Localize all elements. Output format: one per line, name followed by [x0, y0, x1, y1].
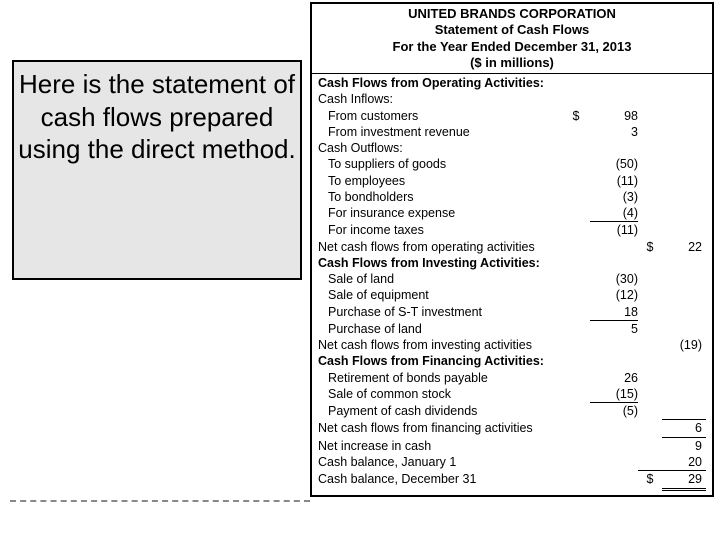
line-label: Purchase of S-T investment [318, 304, 562, 320]
line-value: (11) [590, 173, 638, 189]
line-label: Sale of common stock [318, 386, 562, 402]
net-increase-value: 9 [662, 437, 706, 454]
explanatory-note-text: Here is the statement of cash flows prep… [14, 68, 300, 166]
statement-body: Cash Flows from Operating Activities: Ca… [312, 74, 712, 495]
statement-units: ($ in millions) [312, 55, 712, 71]
explanatory-note-box: Here is the statement of cash flows prep… [12, 60, 302, 280]
line-label: Purchase of land [318, 321, 562, 337]
line-value: 18 [590, 304, 638, 320]
line-label: Sale of land [318, 271, 562, 287]
line-label: From investment revenue [318, 124, 562, 140]
line-label: For income taxes [318, 222, 562, 238]
net-investing-value: (19) [662, 337, 706, 353]
line-value: (5) [590, 402, 638, 419]
line-label: Sale of equipment [318, 287, 562, 303]
cash-flow-statement: UNITED BRANDS CORPORATION Statement of C… [310, 2, 714, 497]
net-increase-label: Net increase in cash [318, 438, 562, 454]
financing-heading: Cash Flows from Financing Activities: [318, 353, 706, 369]
net-financing-value: 6 [662, 419, 706, 436]
statement-period: For the Year Ended December 31, 2013 [312, 39, 712, 55]
line-label: From customers [318, 108, 562, 124]
currency-symbol: $ [638, 470, 662, 487]
line-value: (15) [590, 386, 638, 402]
line-value: 5 [590, 320, 638, 337]
currency-symbol: $ [638, 239, 662, 255]
end-balance-value: 29 [662, 470, 706, 491]
end-balance-label: Cash balance, December 31 [318, 471, 562, 487]
line-label: For insurance expense [318, 205, 562, 221]
line-value: (3) [590, 189, 638, 205]
line-value: (30) [590, 271, 638, 287]
net-financing-label: Net cash flows from financing activities [318, 420, 562, 436]
begin-balance-value: 20 [662, 454, 706, 470]
line-value: 98 [590, 108, 638, 124]
currency-symbol: $ [562, 108, 590, 124]
line-value: 3 [590, 124, 638, 140]
line-label: Retirement of bonds payable [318, 370, 562, 386]
line-value: 26 [590, 370, 638, 386]
line-value: (11) [590, 221, 638, 238]
line-label: To suppliers of goods [318, 156, 562, 172]
footer-dashed-divider [10, 500, 310, 502]
net-operating-value: 22 [662, 239, 706, 255]
net-investing-label: Net cash flows from investing activities [318, 337, 562, 353]
line-label: To bondholders [318, 189, 562, 205]
line-label: To employees [318, 173, 562, 189]
operating-heading: Cash Flows from Operating Activities: [318, 75, 706, 91]
cash-inflows-label: Cash Inflows: [318, 91, 706, 107]
statement-title: Statement of Cash Flows [312, 22, 712, 38]
line-value: (50) [590, 156, 638, 172]
line-value: (4) [590, 205, 638, 221]
investing-heading: Cash Flows from Investing Activities: [318, 255, 706, 271]
company-name: UNITED BRANDS CORPORATION [312, 6, 712, 22]
begin-balance-label: Cash balance, January 1 [318, 454, 562, 470]
statement-header: UNITED BRANDS CORPORATION Statement of C… [312, 4, 712, 74]
net-operating-label: Net cash flows from operating activities [318, 239, 562, 255]
line-label: Payment of cash dividends [318, 403, 562, 419]
line-value: (12) [590, 287, 638, 303]
cash-outflows-label: Cash Outflows: [318, 140, 706, 156]
